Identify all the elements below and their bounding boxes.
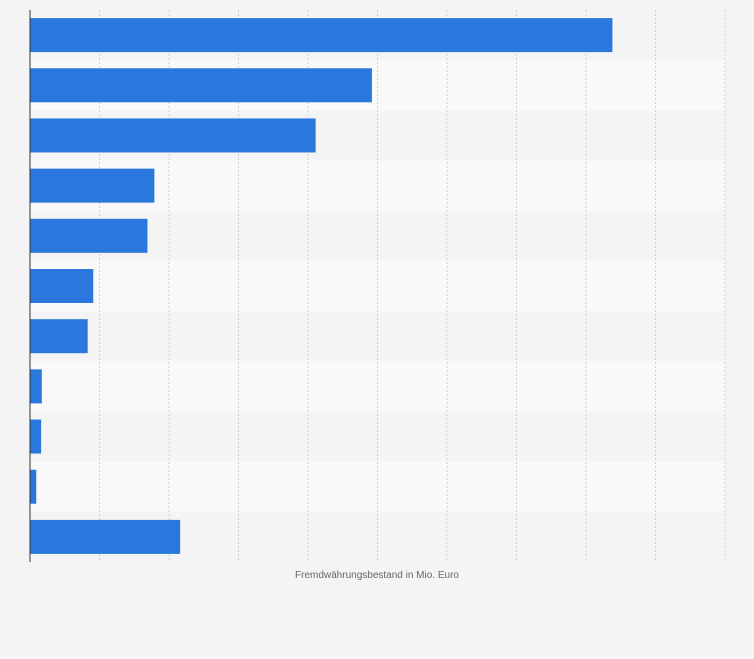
gridlines bbox=[99, 10, 726, 562]
bar[interactable] bbox=[30, 319, 88, 354]
bar[interactable] bbox=[30, 419, 42, 454]
bar[interactable] bbox=[30, 519, 181, 554]
bar[interactable] bbox=[30, 469, 37, 504]
bars bbox=[30, 18, 613, 554]
bar[interactable] bbox=[30, 18, 613, 53]
bar[interactable] bbox=[30, 369, 42, 404]
bar[interactable] bbox=[30, 118, 316, 153]
bar[interactable] bbox=[30, 218, 148, 253]
x-axis-label: Fremdwährungsbestand in Mio. Euro bbox=[295, 570, 459, 581]
bar[interactable] bbox=[30, 269, 94, 303]
bar[interactable] bbox=[30, 168, 155, 203]
bar[interactable] bbox=[30, 68, 372, 103]
